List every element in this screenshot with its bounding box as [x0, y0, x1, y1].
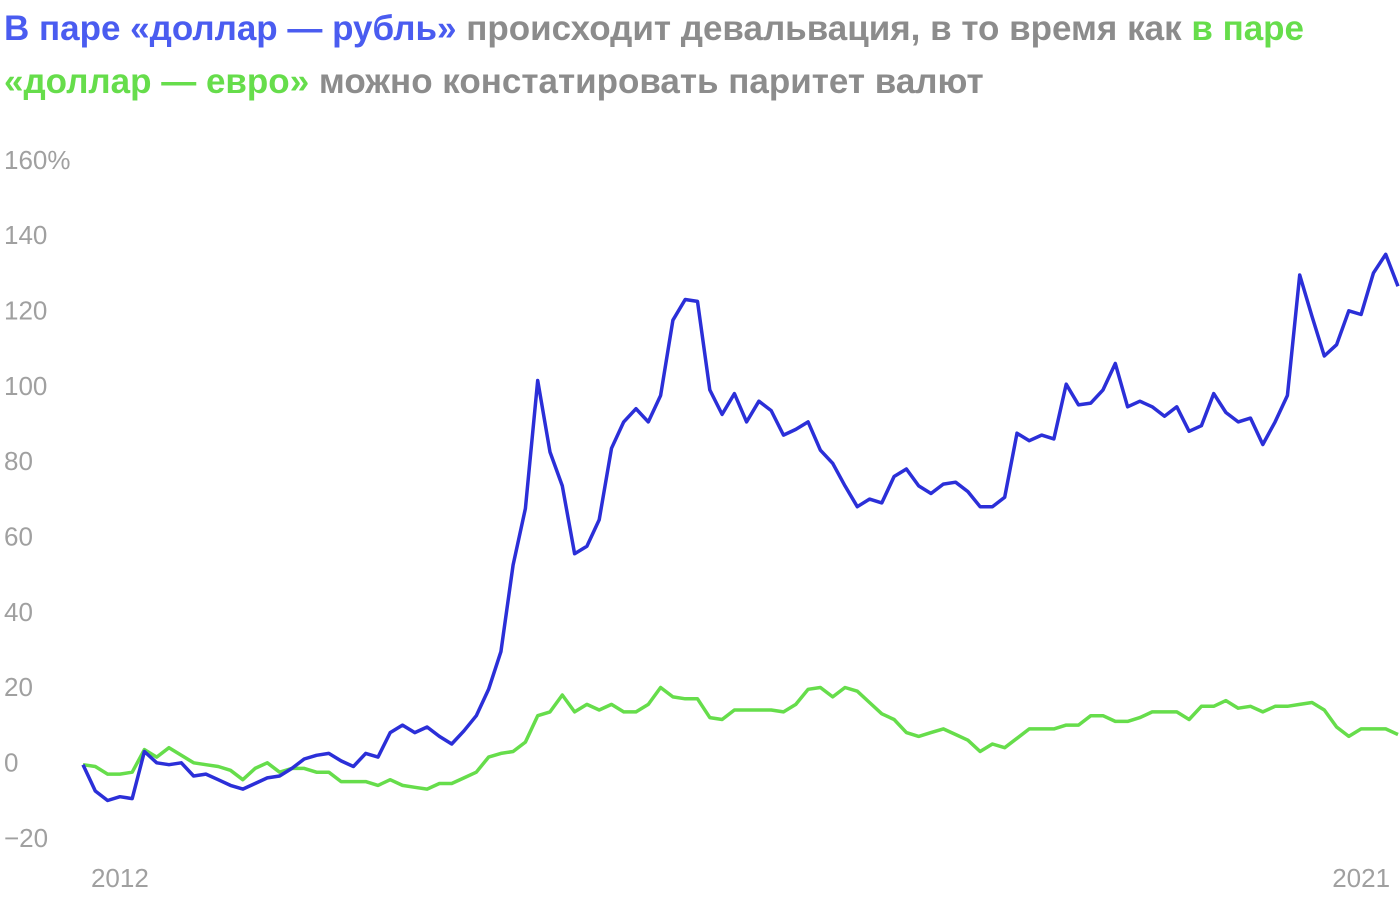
- y-tick-label: 40: [4, 597, 33, 627]
- y-tick-label: −20: [4, 823, 48, 853]
- x-tick-label: 2012: [91, 863, 149, 893]
- series-line: [82, 685, 1399, 791]
- y-tick-label: 120: [4, 296, 47, 326]
- y-tick-label: 160%: [4, 145, 71, 175]
- title-part: в паре «доллар — евро»: [4, 9, 1305, 101]
- y-tick-label: 140: [4, 220, 47, 250]
- title-part: происходит девальвация, в то время как: [466, 9, 1182, 48]
- chart-title: В паре «доллар — рубль» происходит девал…: [4, 2, 1384, 108]
- y-tick-label: 60: [4, 522, 33, 552]
- y-tick-label: 80: [4, 446, 33, 476]
- y-tick-label: 0: [4, 748, 18, 778]
- y-tick-label: 20: [4, 672, 33, 702]
- series-line: [81, 252, 1400, 803]
- x-tick-label: 2021: [1332, 863, 1390, 893]
- y-tick-label: 100: [4, 371, 47, 401]
- title-part: можно констатировать паритет валют: [318, 62, 984, 101]
- title-part: В паре «доллар — рубль»: [4, 9, 457, 48]
